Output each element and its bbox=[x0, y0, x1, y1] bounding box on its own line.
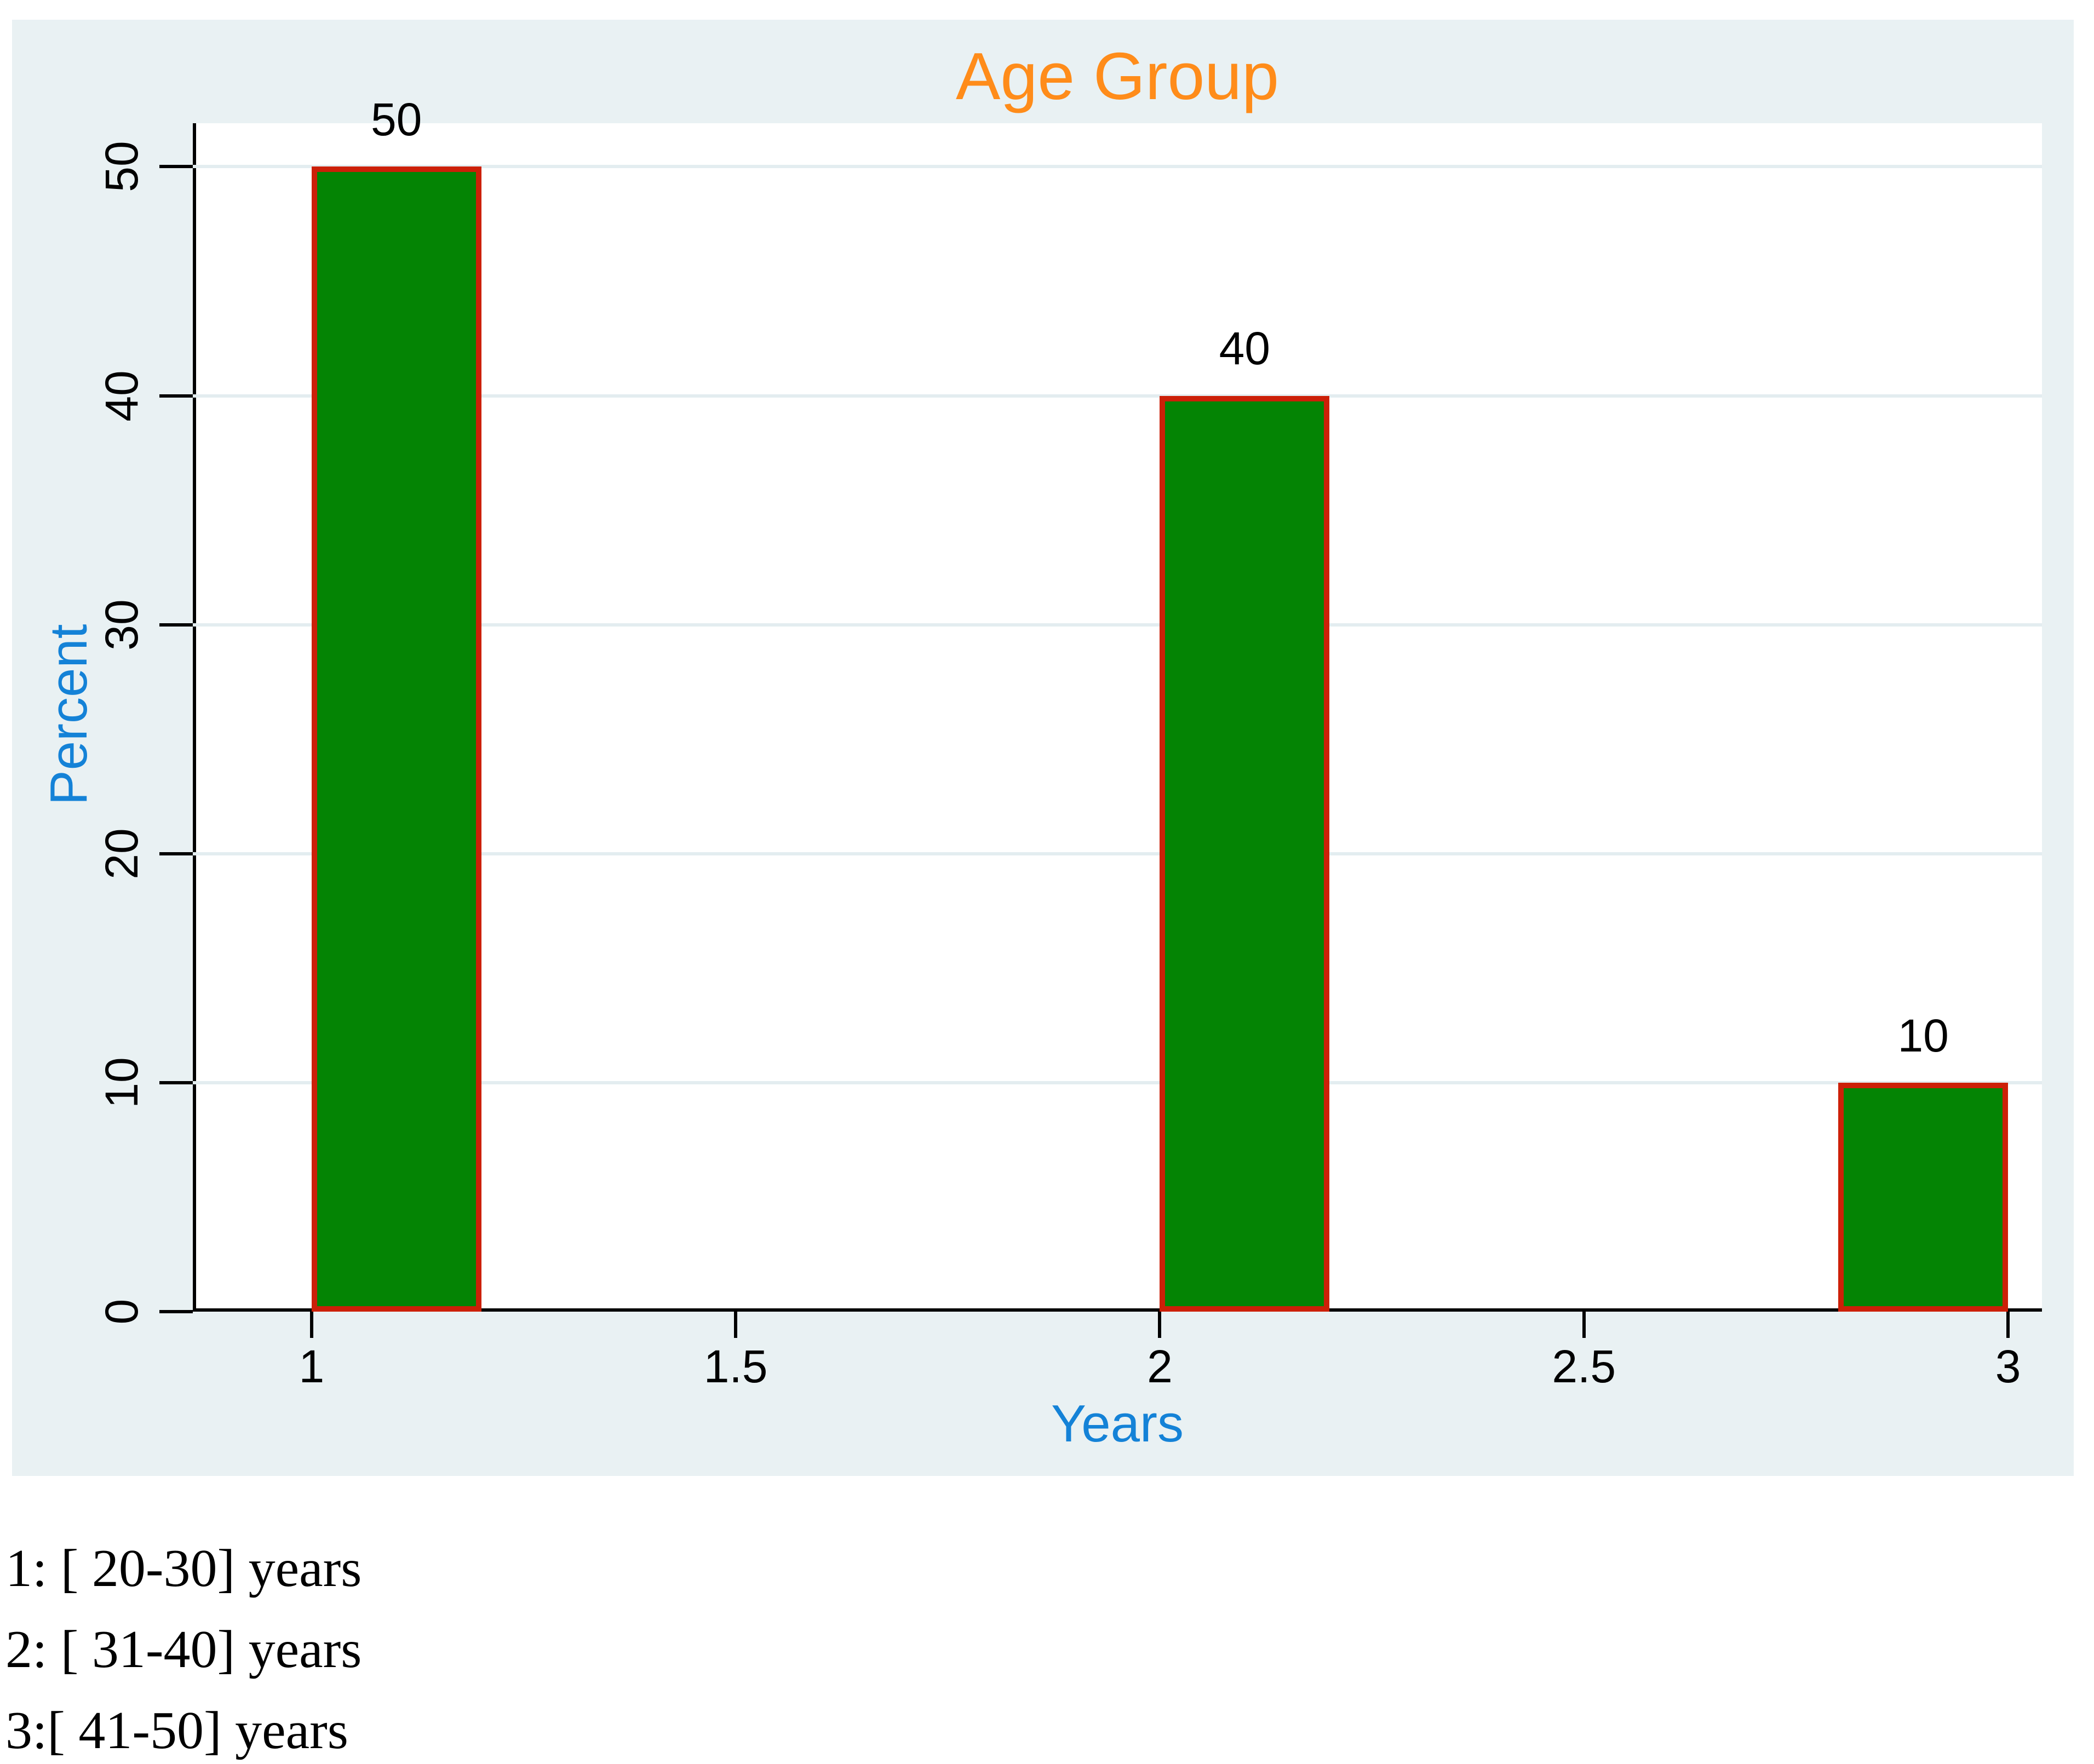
y-tick bbox=[159, 623, 193, 627]
x-tick bbox=[1582, 1312, 1586, 1338]
x-tick-label: 2.5 bbox=[1552, 1341, 1616, 1392]
bar bbox=[1838, 1082, 2009, 1312]
footnote-line: 1: [ 20-30] years bbox=[5, 1539, 362, 1598]
bar bbox=[311, 166, 481, 1312]
gridline bbox=[193, 165, 2042, 169]
chart-title: Age Group bbox=[955, 39, 1280, 113]
bar bbox=[1160, 395, 1330, 1312]
y-tick bbox=[159, 394, 193, 398]
y-axis-line bbox=[193, 123, 196, 1312]
plot-area: 0 10 20 30 40 50 1 1.5 2 2.5 3 50 40 10 bbox=[96, 94, 2042, 1392]
x-tick bbox=[734, 1312, 738, 1338]
gridline bbox=[193, 1081, 2042, 1084]
gridline bbox=[193, 623, 2042, 627]
y-tick bbox=[159, 1310, 193, 1313]
x-tick bbox=[309, 1312, 313, 1338]
footnote-line: 3:[ 41-50] years bbox=[5, 1701, 348, 1760]
x-axis-title: Years bbox=[1051, 1394, 1184, 1453]
graph-region: Age Group 0 10 20 30 40 50 1 1.5 2 2.5 3 50 40 10 Yea… bbox=[12, 20, 2074, 1476]
footnote-line: 2: [ 31-40] years bbox=[5, 1620, 362, 1679]
y-axis-title: Percent bbox=[39, 624, 98, 806]
bar-value-label: 40 bbox=[1219, 323, 1270, 375]
y-tick-label: 0 bbox=[95, 1298, 147, 1325]
x-tick-label: 1.5 bbox=[703, 1341, 768, 1392]
y-tick-label: 20 bbox=[95, 828, 147, 880]
gridline bbox=[193, 852, 2042, 855]
y-tick bbox=[159, 1081, 193, 1084]
x-tick-label: 1 bbox=[299, 1341, 325, 1392]
x-axis-line bbox=[193, 1308, 2042, 1312]
footnotes: 1: [ 20-30] years 2: [ 31-40] years 3:[ … bbox=[5, 1528, 362, 1764]
x-tick bbox=[2006, 1312, 2010, 1338]
bar-value-label: 50 bbox=[370, 94, 422, 146]
y-tick-label: 10 bbox=[95, 1057, 147, 1108]
x-tick bbox=[1158, 1312, 1162, 1338]
x-tick-label: 3 bbox=[1995, 1341, 2021, 1392]
y-tick bbox=[159, 852, 193, 855]
bar-value-label: 10 bbox=[1897, 1009, 1949, 1061]
y-tick bbox=[159, 165, 193, 169]
gridline bbox=[193, 394, 2042, 398]
x-tick-label: 2 bbox=[1147, 1341, 1173, 1392]
y-tick-label: 40 bbox=[95, 370, 147, 422]
y-tick-label: 50 bbox=[95, 141, 147, 193]
